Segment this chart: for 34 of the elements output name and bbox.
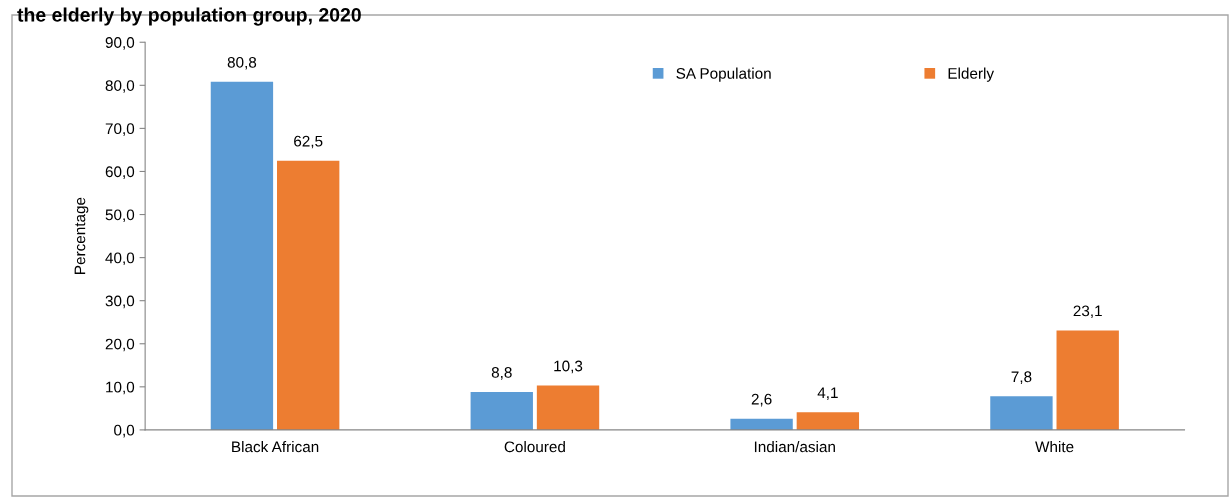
bar <box>1056 330 1119 430</box>
bar <box>210 81 274 430</box>
data-label: 8,8 <box>491 367 512 380</box>
y-tick-label: 60,0 <box>105 166 135 179</box>
bar <box>796 412 860 430</box>
bar <box>277 160 340 430</box>
data-label: 2,6 <box>751 393 772 407</box>
data-label: 62,5 <box>294 135 323 149</box>
y-tick-label: 50,0 <box>105 209 135 223</box>
y-axis-title: Percentage <box>74 197 89 274</box>
x-tick-label: Indian/asian <box>754 441 835 453</box>
data-label: 7,8 <box>1011 371 1032 384</box>
bar <box>470 392 533 430</box>
y-tick-label: 70,0 <box>105 123 135 136</box>
y-tick-label: 10,0 <box>106 381 135 395</box>
legend-label: Elderly <box>948 67 995 82</box>
y-tick-label: 40,0 <box>105 252 135 266</box>
y-tick-label: 30,0 <box>105 295 135 309</box>
bar <box>730 418 793 430</box>
y-tick-label: 80,0 <box>105 80 135 93</box>
y-tick-label: 20,0 <box>105 338 135 352</box>
bar <box>536 385 600 430</box>
data-label: 10,3 <box>554 360 583 374</box>
data-label: 23,1 <box>1073 305 1102 319</box>
y-tick-label: 90,0 <box>105 37 135 50</box>
x-tick-label: Coloured <box>504 441 565 453</box>
x-tick-label: Black African <box>232 441 319 453</box>
data-label: 80,8 <box>227 56 257 70</box>
chart-title: the elderly by population group, 2020 <box>17 7 361 26</box>
bar <box>990 396 1053 430</box>
data-label: 4,1 <box>817 387 838 400</box>
x-tick-label: White <box>1035 441 1074 453</box>
legend-label: SA Population <box>676 67 771 82</box>
y-tick-label: 0,0 <box>114 424 135 438</box>
